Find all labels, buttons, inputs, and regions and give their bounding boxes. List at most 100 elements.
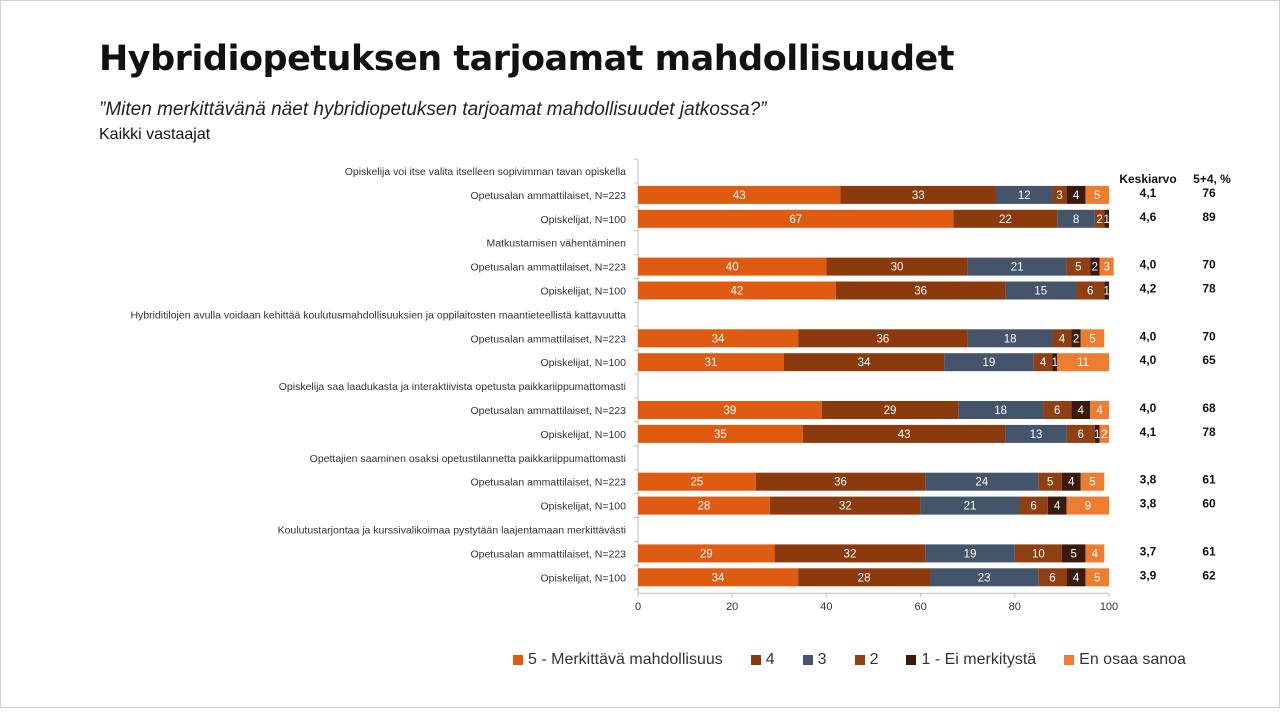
legend-swatch xyxy=(802,655,813,665)
mean-value: 3,8 xyxy=(1140,473,1157,487)
legend-swatch xyxy=(750,655,761,665)
stacked-bar-chart: 0 20 40 60 80 100 Keskiarvo 5+4, % Opiskelija vo… xyxy=(130,158,1231,613)
data-label: 2 xyxy=(1101,429,1107,441)
legend: 5 - Merkittävä mahdollisuus 4 3 2 1 - Ei mer… xyxy=(513,651,1186,669)
top2-value: 60 xyxy=(1202,497,1216,511)
bar-segment xyxy=(1099,257,1114,276)
bar-segment xyxy=(1094,424,1100,443)
data-label: 12 xyxy=(1018,190,1031,202)
data-label: 34 xyxy=(712,333,725,345)
data-label: 18 xyxy=(1004,333,1017,345)
bar-segment xyxy=(1038,472,1062,491)
data-label: 8 xyxy=(1073,214,1079,226)
top2-value: 68 xyxy=(1202,401,1216,415)
data-label: 5 xyxy=(1047,477,1053,489)
bar-segment xyxy=(638,424,803,443)
bar-segment xyxy=(1066,185,1086,204)
data-label: 6 xyxy=(1054,405,1060,417)
bar-segment xyxy=(1104,281,1109,300)
data-label: 40 xyxy=(726,262,739,274)
bar-segment xyxy=(1057,353,1109,372)
bar-segment xyxy=(1005,424,1067,443)
bar-segment xyxy=(967,257,1067,276)
bar-segment xyxy=(1014,544,1062,563)
mean-value: 4,0 xyxy=(1140,353,1157,367)
data-label: 2 xyxy=(1092,262,1098,274)
top2-value: 78 xyxy=(1202,425,1216,439)
legend-item: 5 - Merkittävä mahdollisuus xyxy=(513,651,723,669)
data-label: 9 xyxy=(1085,501,1091,513)
data-label: 32 xyxy=(839,501,852,513)
data-label: 10 xyxy=(1032,548,1045,560)
legend-label: En osaa sanoa xyxy=(1079,651,1186,668)
bar-segment xyxy=(821,401,959,419)
data-label: 4 xyxy=(1092,548,1099,560)
stat-header-top2: 5+4, % xyxy=(1193,172,1231,186)
bar-segment xyxy=(967,329,1053,348)
data-label: 5 xyxy=(1075,262,1081,274)
top2-value: 62 xyxy=(1202,568,1216,582)
data-label: 43 xyxy=(898,429,911,441)
data-label: 1 xyxy=(1052,357,1058,369)
row-label: Opetusalan ammattilaiset, N=223 xyxy=(470,477,626,489)
data-label: 36 xyxy=(834,477,847,489)
bar-segment xyxy=(1090,257,1100,276)
data-label: 18 xyxy=(994,405,1007,417)
bar-segment xyxy=(1066,257,1091,276)
legend-label: 3 xyxy=(817,651,827,668)
data-label: 43 xyxy=(733,190,746,202)
legend-swatch xyxy=(513,655,523,665)
bar-segment xyxy=(638,329,799,348)
top2-value: 70 xyxy=(1202,258,1216,272)
data-label: 3 xyxy=(1056,190,1062,202)
mean-value: 4,0 xyxy=(1140,258,1157,272)
bar-segment xyxy=(1005,281,1077,300)
data-label: 4 xyxy=(1059,333,1066,345)
bar-segment xyxy=(925,472,1039,491)
x-tick-label: 100 xyxy=(1100,601,1118,613)
mean-value: 4,2 xyxy=(1140,282,1157,296)
bar-segment xyxy=(784,353,945,372)
row-label: Opetusalan ammattilaiset, N=223 xyxy=(470,262,626,274)
bar-segment xyxy=(1052,185,1067,204)
category-label: Opiskelija saa laadukasta ja interaktiiv… xyxy=(279,381,626,393)
legend-item: En osaa sanoa xyxy=(1064,651,1186,669)
data-label: 42 xyxy=(731,286,744,298)
bar-segment xyxy=(638,209,954,228)
bar-segment xyxy=(1047,496,1067,515)
data-label: 6 xyxy=(1030,501,1036,513)
top2-value: 70 xyxy=(1202,329,1216,343)
data-label: 4 xyxy=(1040,357,1047,369)
data-label: 6 xyxy=(1087,286,1093,298)
category-label: Matkustamisen vähentäminen xyxy=(487,238,627,250)
data-label: 6 xyxy=(1049,572,1055,584)
bar-segment xyxy=(1043,401,1072,419)
top2-value: 78 xyxy=(1202,282,1216,296)
data-label: 4 xyxy=(1073,190,1080,202)
data-label: 21 xyxy=(964,501,977,513)
data-label: 5 xyxy=(1070,548,1076,560)
bar-segment xyxy=(1033,353,1053,372)
top2-value: 89 xyxy=(1202,210,1216,224)
bar-segment xyxy=(1085,568,1109,587)
data-label: 3 xyxy=(1103,262,1109,274)
data-label: 34 xyxy=(858,357,871,369)
data-label: 2 xyxy=(1073,333,1079,345)
data-label: 4 xyxy=(1096,405,1103,417)
data-label: 2 xyxy=(1096,214,1102,226)
bar-segment xyxy=(995,185,1053,204)
category-label: Opiskelija voi itse valita itselleen sop… xyxy=(345,166,626,178)
bar-segment xyxy=(1104,209,1109,228)
data-label: 24 xyxy=(975,477,988,489)
data-label: 29 xyxy=(700,548,713,560)
mean-value: 4,1 xyxy=(1140,425,1157,439)
bar-segment xyxy=(1052,329,1072,348)
bar-segment xyxy=(638,568,799,587)
bar-segment xyxy=(1061,544,1086,563)
legend-label: 5 - Merkittävä mahdollisuus xyxy=(528,651,723,668)
data-label: 5 xyxy=(1094,190,1100,202)
bar-segment xyxy=(1066,424,1095,443)
top2-value: 65 xyxy=(1202,353,1216,367)
legend-swatch xyxy=(1064,655,1075,665)
